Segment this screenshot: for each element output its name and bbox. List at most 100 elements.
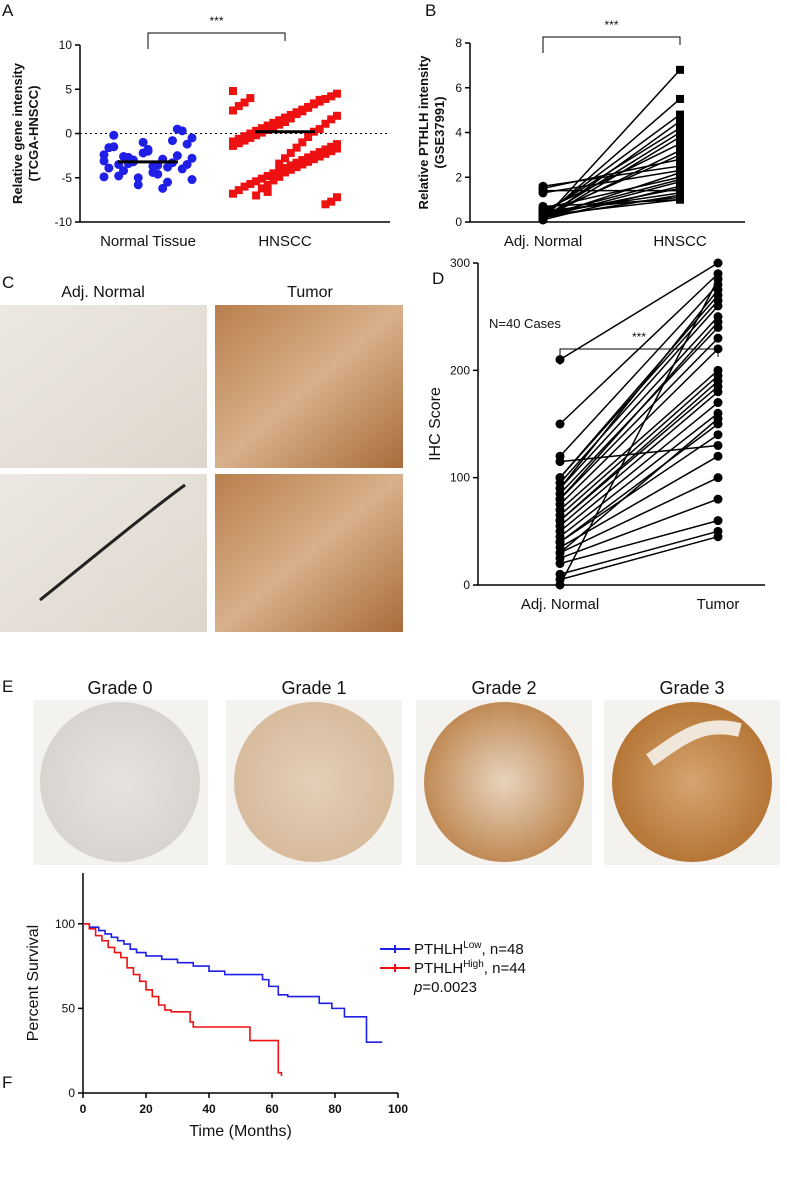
data-point [555, 516, 565, 526]
pair-line [542, 143, 681, 212]
pair-line [559, 391, 719, 527]
data-point [676, 162, 684, 171]
y-tick-label: 0 [455, 215, 462, 229]
data-point [713, 258, 723, 268]
pair-line [542, 172, 681, 219]
y-axis-label: IHC Score [427, 387, 444, 461]
data-point [292, 158, 301, 167]
significance-label: *** [632, 330, 646, 344]
data-point [240, 98, 249, 107]
image-label: Grade 0 [87, 678, 152, 698]
x-tick-label: Adj. Normal [504, 233, 582, 250]
legend-suffix: , n=48 [482, 941, 524, 958]
pair-line [542, 131, 681, 219]
y-tick-label: 5 [65, 82, 72, 96]
data-point [286, 114, 295, 123]
ihc-images [0, 305, 403, 632]
data-point [246, 94, 255, 103]
x-tick-label: HNSCC [258, 233, 312, 250]
data-point [315, 95, 324, 104]
data-point [555, 473, 565, 483]
data-point [99, 172, 109, 182]
image-detail [646, 720, 742, 766]
p-text: =0.0023 [422, 979, 477, 996]
data-point [234, 139, 243, 148]
data-point [309, 99, 318, 108]
pair-line [559, 423, 719, 543]
data-point [309, 155, 318, 164]
data-point [676, 110, 684, 119]
legend-name: PTHLH [414, 960, 463, 977]
data-point [119, 166, 129, 176]
data-point [229, 141, 237, 150]
data-point [538, 213, 548, 223]
data-point [257, 124, 266, 133]
panel-label: E [2, 677, 13, 696]
data-point [275, 159, 284, 168]
data-point [133, 173, 143, 183]
pair-line [542, 136, 681, 221]
data-point [263, 171, 272, 180]
data-point [234, 134, 243, 143]
x-axis-label: Time (Months) [189, 1123, 292, 1140]
y-tick-label: 100 [450, 471, 470, 485]
data-point [292, 143, 301, 152]
data-point [676, 155, 684, 164]
y-tick-label: 10 [59, 38, 73, 52]
significance-label: *** [209, 14, 223, 28]
data-point [187, 153, 197, 163]
significance-bracket [542, 36, 681, 53]
data-point [333, 111, 341, 120]
data-point [321, 145, 330, 154]
data-point [148, 161, 158, 171]
y-tick-label: 100 [55, 917, 75, 931]
data-point [676, 132, 684, 141]
data-point [713, 274, 723, 284]
pair-line [559, 262, 719, 361]
data-point [555, 494, 565, 504]
x-tick-label: 100 [388, 1102, 408, 1116]
pair-line [559, 375, 719, 516]
pair-line [542, 169, 681, 194]
pair-line [542, 198, 681, 217]
significance-label: *** [604, 18, 618, 32]
data-point [333, 193, 341, 202]
data-point [538, 186, 548, 196]
data-point [321, 119, 330, 128]
data-point [298, 107, 307, 116]
legend-entry: PTHLHHigh, n=44 [414, 959, 526, 977]
y-tick-label: 300 [450, 256, 470, 270]
image-label: Adj. Normal [61, 284, 145, 301]
data-point [676, 146, 684, 155]
data-point [234, 186, 243, 195]
panel-label: B [425, 1, 436, 20]
data-point [315, 148, 324, 157]
pair-line [559, 337, 719, 500]
data-point [281, 168, 289, 177]
data-point [555, 457, 565, 467]
data-point [321, 200, 330, 209]
y-tick-label: 2 [455, 170, 462, 184]
data-point [240, 182, 249, 191]
data-point [187, 175, 197, 185]
data-point [333, 140, 341, 149]
data-point [713, 473, 723, 483]
data-point [713, 430, 723, 440]
data-point [713, 494, 723, 504]
legend-superscript: Low [463, 940, 482, 951]
data-point [229, 189, 237, 198]
data-point [298, 138, 307, 147]
data-point [327, 115, 336, 124]
data-point [133, 180, 143, 190]
survival-curve [83, 922, 383, 1044]
data-point [229, 87, 237, 96]
legend-entry: PTHLHLow, n=48 [414, 940, 524, 958]
data-point [138, 137, 148, 147]
y-tick-label: 8 [455, 36, 462, 50]
pair-line [559, 519, 719, 565]
image-label: Tumor [287, 284, 333, 301]
pair-line [559, 412, 719, 538]
data-point [104, 163, 114, 173]
image-label: Grade 1 [281, 678, 346, 698]
data-point [286, 161, 295, 170]
